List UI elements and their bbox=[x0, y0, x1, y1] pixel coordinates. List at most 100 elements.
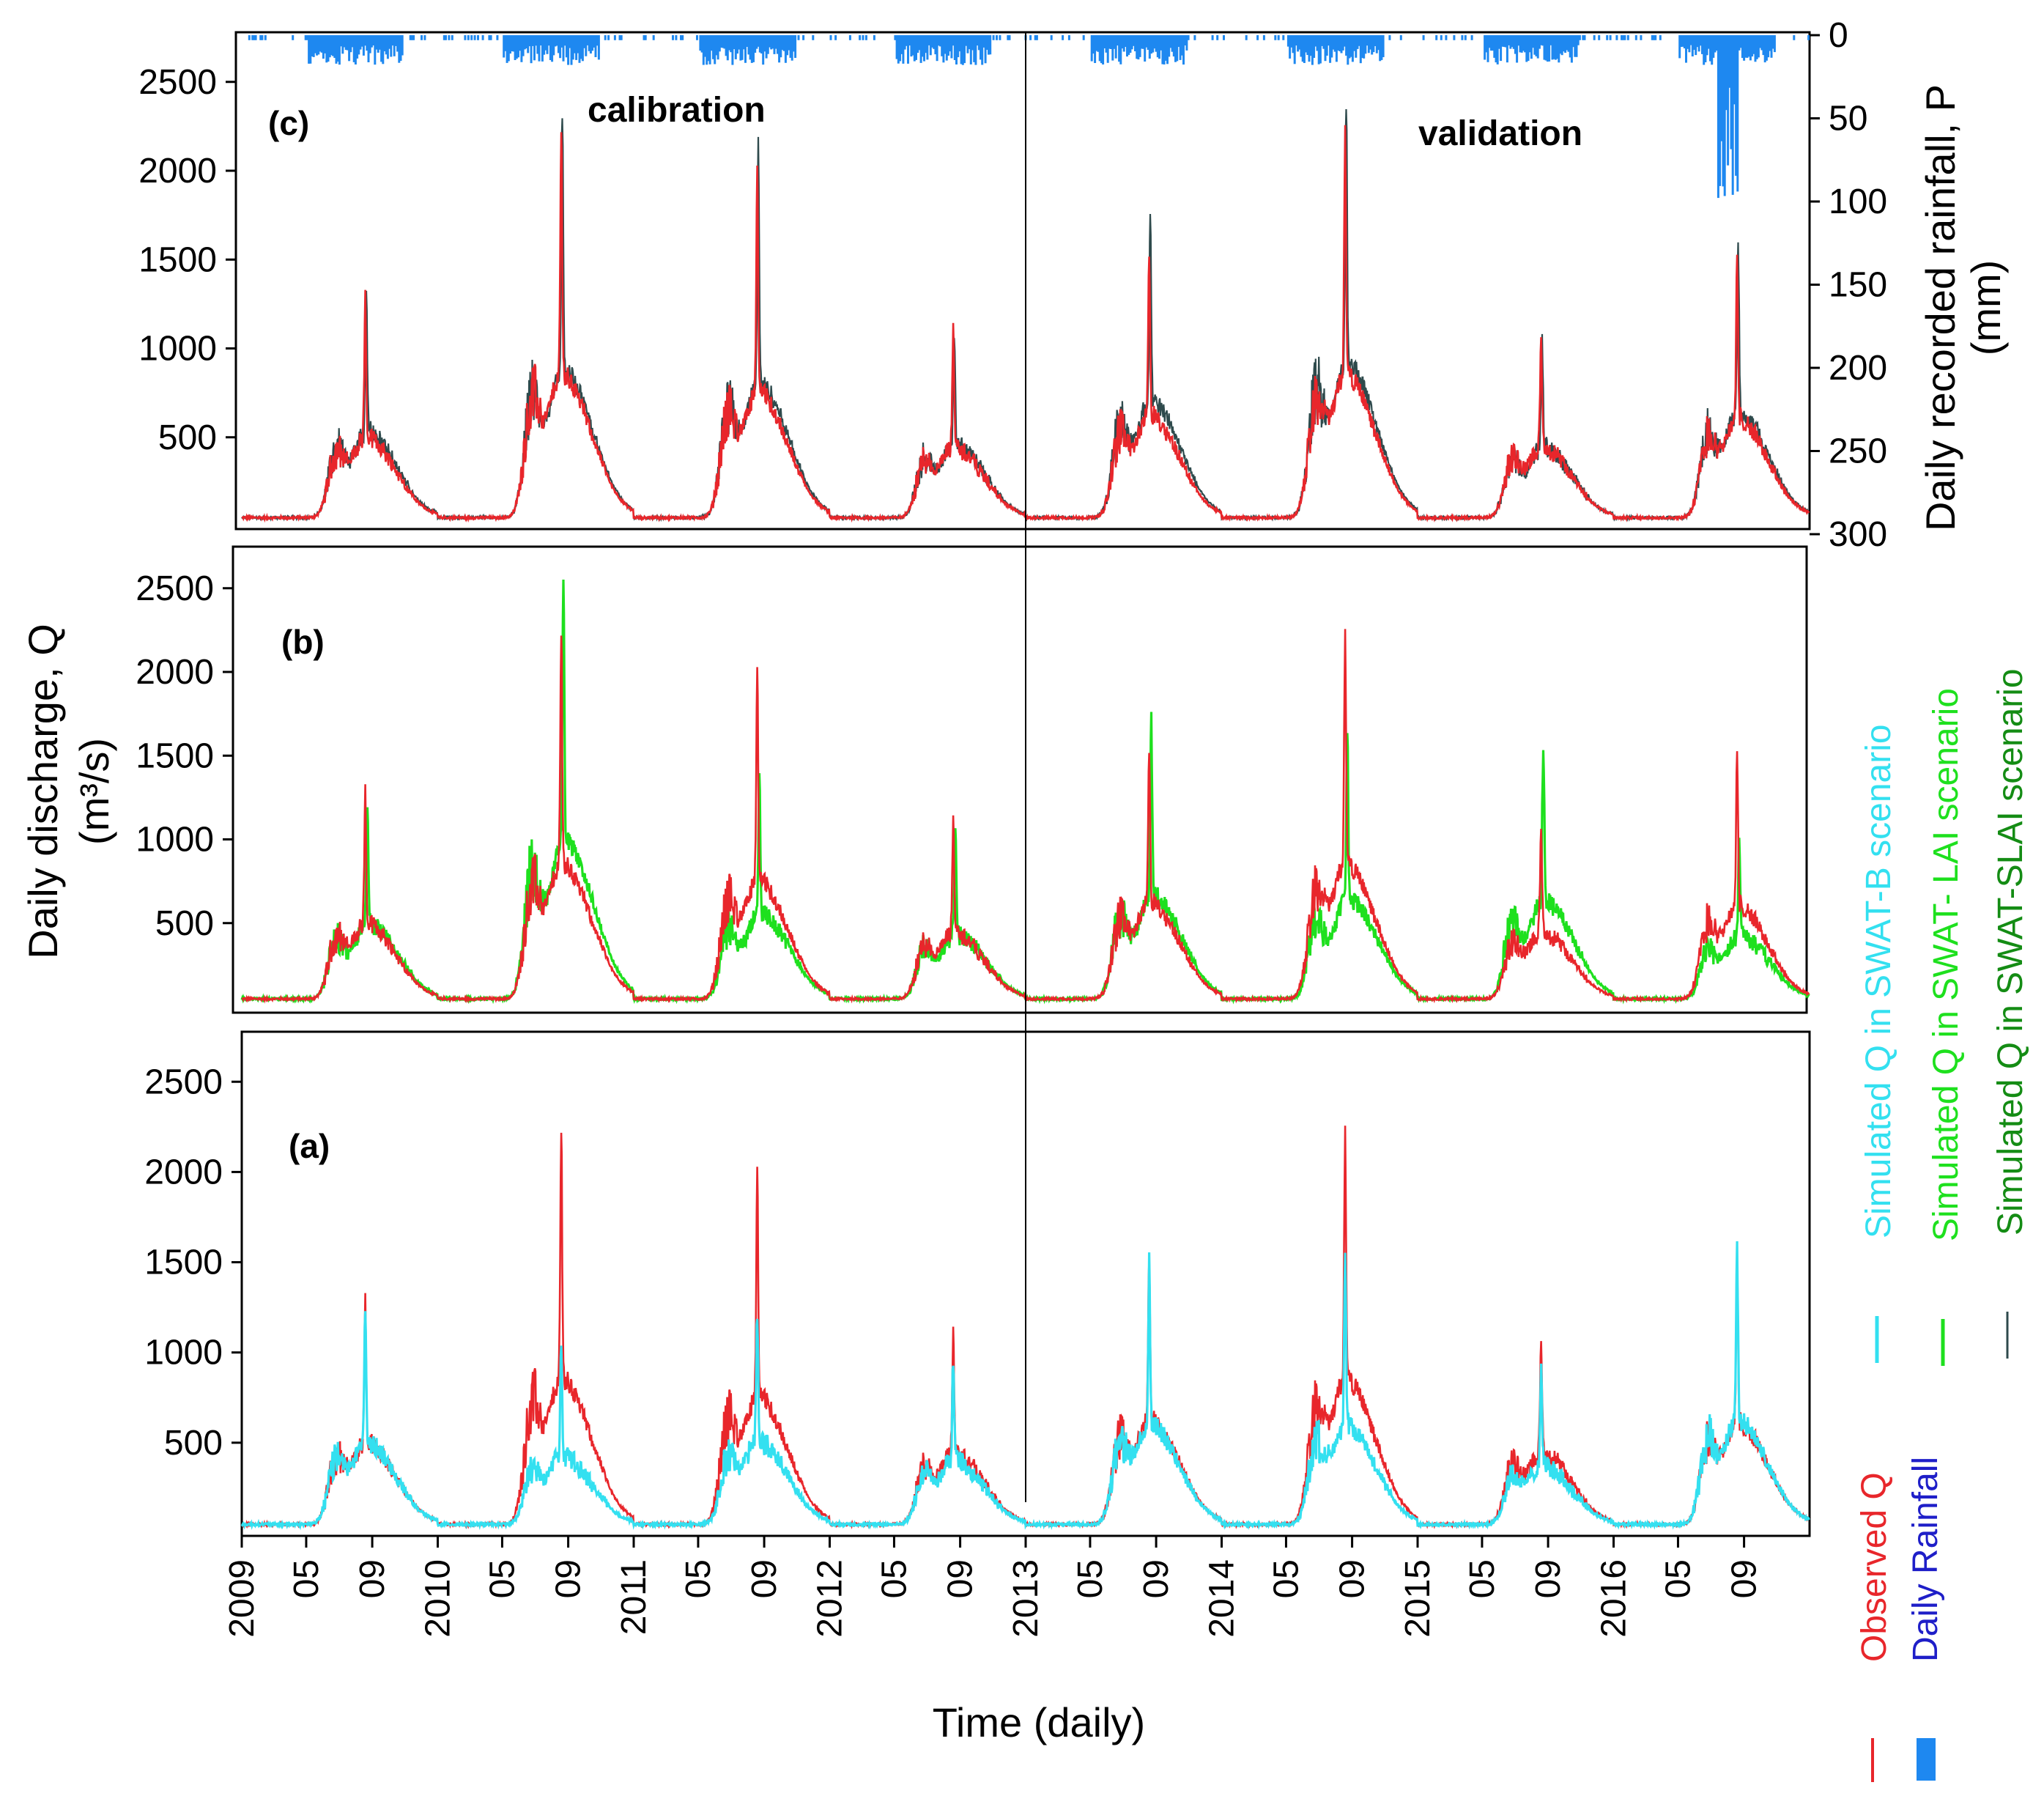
rainfall-bar bbox=[1760, 35, 1763, 51]
rainfall-bar bbox=[588, 35, 590, 51]
rainfall-bar bbox=[931, 35, 933, 48]
rainfall-bar bbox=[733, 35, 736, 50]
rainfall-bar bbox=[401, 35, 404, 56]
rainfall-bar bbox=[1145, 35, 1148, 48]
rainfall-bar bbox=[1211, 35, 1214, 40]
rainfall-bar bbox=[707, 35, 710, 62]
rainfall-bar bbox=[375, 35, 378, 50]
rainfall-bar bbox=[848, 35, 851, 40]
legend-swat-slai-label: Simulated Q in SWAT-SLAI scenario bbox=[1991, 668, 2030, 1235]
rainfall-bar bbox=[251, 35, 254, 40]
rainfall-bar bbox=[1359, 35, 1362, 64]
rainfall-bar bbox=[1615, 35, 1618, 40]
legend: Observed Q Daily Rainfall Simulated Q in… bbox=[1855, 668, 2030, 1782]
rainfall-bar bbox=[1511, 35, 1514, 48]
rainfall-bar bbox=[579, 35, 582, 59]
left-tick-label: 2000 bbox=[144, 1153, 223, 1191]
rainfall-bar bbox=[1097, 35, 1100, 52]
rainfall-bar bbox=[947, 35, 949, 56]
rainfall-bar bbox=[1177, 35, 1180, 47]
rainfall-bar bbox=[770, 35, 773, 50]
rainfall-bar bbox=[1134, 35, 1136, 51]
legend-rainfall-label: Daily Rainfall bbox=[1906, 1457, 1945, 1662]
rainfall-bar bbox=[586, 35, 589, 45]
rainfall-bar bbox=[1546, 35, 1549, 62]
rainfall-bar bbox=[926, 35, 929, 60]
left-tick-label: 1000 bbox=[136, 821, 214, 860]
rainfall-bar bbox=[1035, 35, 1038, 40]
rainfall-bar bbox=[790, 35, 793, 61]
rainfall-bar bbox=[1711, 35, 1714, 65]
rainfall-bar bbox=[1329, 35, 1332, 63]
rainfall-bar bbox=[1544, 35, 1547, 61]
rainfall-bar bbox=[1739, 35, 1742, 48]
rainfall-bar bbox=[1693, 35, 1695, 50]
rainfall-bar bbox=[264, 35, 267, 40]
rainfall-bar bbox=[1528, 35, 1531, 53]
rainfall-bar bbox=[699, 35, 702, 51]
rainfall-bar bbox=[1007, 35, 1010, 40]
rainfall-bar bbox=[1176, 35, 1179, 62]
rainfall-bar bbox=[944, 35, 947, 54]
rainfall-bar bbox=[1519, 35, 1522, 53]
rainfall-bar bbox=[1126, 35, 1128, 57]
left-tick-label: 2000 bbox=[138, 152, 217, 191]
rainfall-bar bbox=[1678, 35, 1681, 59]
rainfall-bar bbox=[1699, 35, 1702, 46]
rainfall-bar bbox=[952, 35, 955, 46]
rainfall-bar bbox=[618, 35, 621, 40]
rainfall-bar bbox=[1574, 35, 1577, 57]
rainfall-bar bbox=[672, 35, 674, 40]
rainfall-bar bbox=[559, 35, 562, 59]
rainfall-bar bbox=[1743, 35, 1746, 61]
rainfall-bar bbox=[1543, 35, 1546, 60]
rainfall-bar bbox=[1122, 35, 1125, 52]
rainfall-bar bbox=[929, 35, 932, 56]
rainfall-bar bbox=[1754, 35, 1757, 62]
rainfall-bar bbox=[1704, 35, 1707, 62]
rainfall-bar bbox=[726, 35, 729, 61]
rainfall-bar bbox=[941, 35, 944, 56]
rainfall-bar bbox=[349, 35, 352, 53]
rainfall-bar bbox=[536, 35, 539, 54]
rainfall-bar bbox=[1172, 35, 1175, 57]
rainfall-bar bbox=[308, 35, 311, 64]
rainfall-bar bbox=[512, 35, 515, 52]
rainfall-bar bbox=[1484, 35, 1486, 60]
rainfall-bar bbox=[507, 35, 510, 62]
rainfall-bar bbox=[1114, 35, 1117, 59]
rainfall-bar bbox=[996, 35, 998, 40]
rainfall-bar bbox=[781, 35, 784, 51]
rainfall-bar bbox=[908, 35, 911, 46]
rainfall-bar bbox=[969, 35, 972, 64]
rainfall-bar bbox=[1551, 35, 1554, 60]
rainfall-bar bbox=[1144, 35, 1147, 62]
rainfall-bar bbox=[539, 35, 542, 45]
rainfall-bar bbox=[1622, 35, 1625, 40]
rainfall-bar bbox=[1562, 35, 1565, 52]
rainfall-bar bbox=[1349, 35, 1352, 57]
rainfall-bar bbox=[261, 35, 264, 40]
rainfall-bar bbox=[341, 35, 344, 54]
rainfall-bar bbox=[374, 35, 377, 65]
rainfall-bar bbox=[1335, 35, 1338, 62]
rainfall-bar bbox=[1399, 35, 1402, 40]
rainfall-bar bbox=[1223, 35, 1225, 40]
rainfall-bar bbox=[918, 35, 921, 51]
rainfall-bar bbox=[1520, 35, 1523, 53]
x-tick-label-group: 09 bbox=[353, 1559, 392, 1598]
rainfall-bar bbox=[792, 35, 795, 52]
rainfall-bar bbox=[917, 35, 919, 53]
rainfall-bar bbox=[1050, 35, 1053, 40]
rainfall-bar bbox=[396, 35, 399, 52]
rainfall-bar bbox=[797, 35, 800, 40]
rainfall-bar bbox=[1759, 35, 1762, 48]
rainfall-bar bbox=[1793, 35, 1796, 40]
rainfall-bar bbox=[398, 35, 401, 63]
rainfall-bar bbox=[757, 35, 760, 47]
x-tick-label-group: 2009 bbox=[223, 1559, 262, 1638]
rainfall-bar bbox=[749, 35, 752, 60]
rainfall-bar bbox=[1569, 35, 1571, 58]
rainfall-bar bbox=[546, 35, 549, 54]
x-tick-label-group: 2014 bbox=[1203, 1559, 1242, 1638]
